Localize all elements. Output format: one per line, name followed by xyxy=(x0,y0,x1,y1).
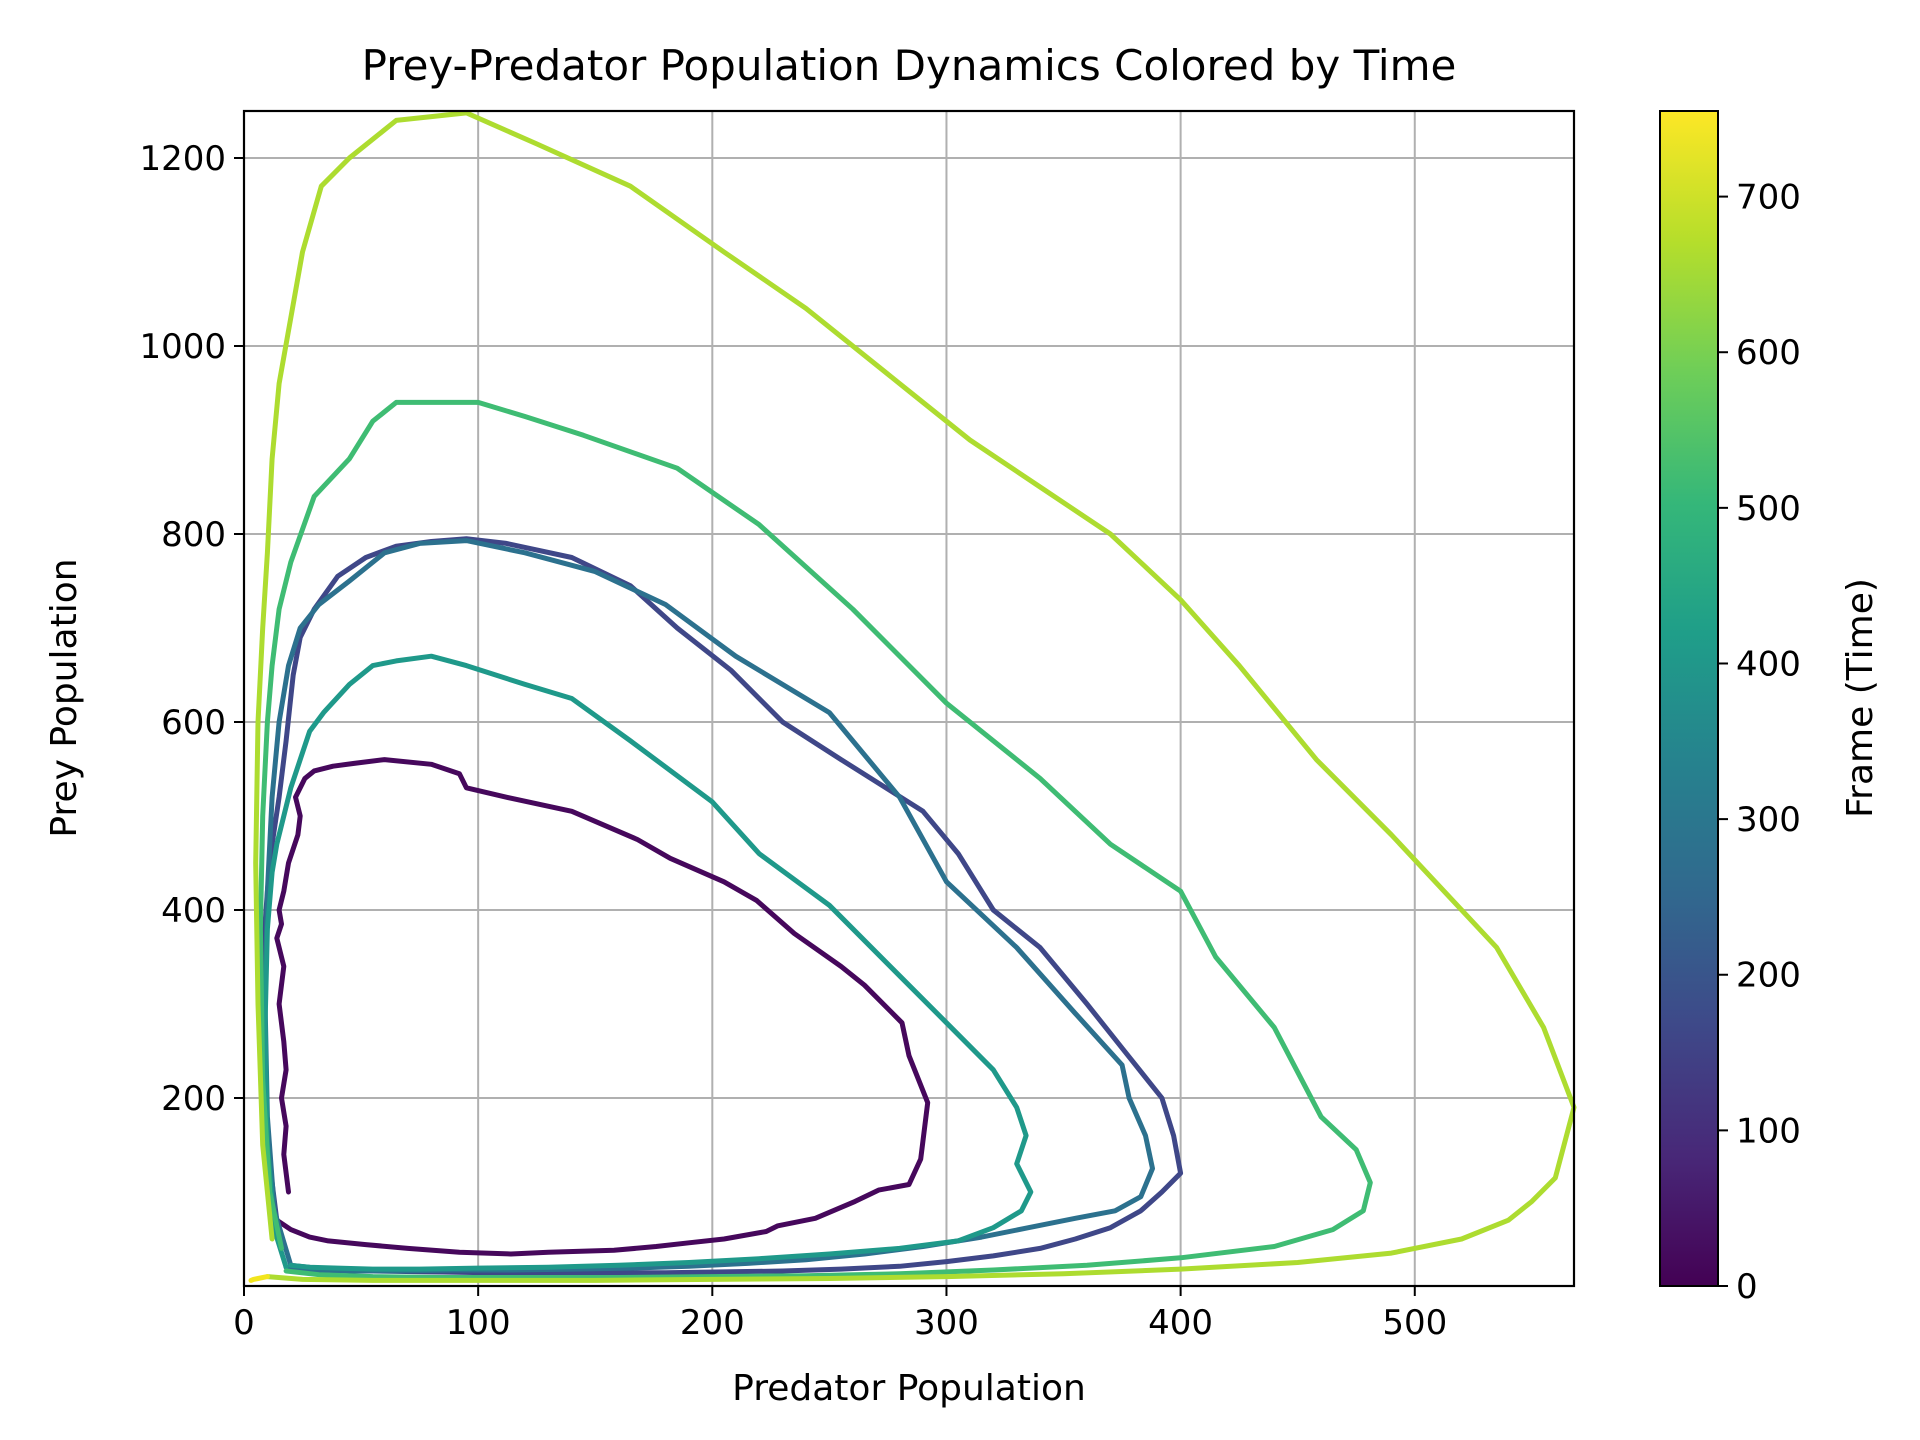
y-ticks: 200 400 600 800 1000 1200 xyxy=(139,139,244,1119)
grid xyxy=(244,111,1574,1286)
colorbar-tick-label: 200 xyxy=(1736,956,1801,996)
y-axis-label: Prey Population xyxy=(44,558,85,837)
chart-title: Prey-Predator Population Dynamics Colore… xyxy=(362,41,1457,90)
plot-frame xyxy=(242,109,1576,1288)
trajectory-line xyxy=(262,653,1034,1272)
colorbar-ticks: 0 100 200 300 400 500 600 700 xyxy=(1718,178,1801,1307)
colorbar-tick-label: 300 xyxy=(1736,800,1801,840)
y-tick-label: 1200 xyxy=(139,139,226,179)
y-tick-label: 1000 xyxy=(139,327,226,367)
trajectory-line xyxy=(262,538,1155,1274)
y-tick-label: 800 xyxy=(161,515,226,555)
trajectory-line xyxy=(260,536,1184,1276)
x-axis-label: Predator Population xyxy=(732,1368,1086,1409)
x-tick-label: 200 xyxy=(680,1303,745,1343)
series-layer xyxy=(248,110,1577,1283)
trajectory-line xyxy=(248,1274,270,1283)
colorbar-tick-label: 700 xyxy=(1736,178,1801,218)
x-tick-label: 400 xyxy=(1148,1303,1213,1343)
colorbar-tick-label: 500 xyxy=(1736,489,1801,529)
colorbar-tick-label: 400 xyxy=(1736,644,1801,684)
x-tick-label: 300 xyxy=(914,1303,979,1343)
x-tick-label: 100 xyxy=(446,1303,511,1343)
trajectory-line xyxy=(253,110,1577,1283)
x-ticks: 0 100 200 300 400 500 xyxy=(233,1286,1447,1343)
colorbar-tick-label: 600 xyxy=(1736,333,1801,373)
colorbar xyxy=(1659,110,1719,1287)
x-tick-label: 0 xyxy=(233,1303,255,1343)
trajectory-line xyxy=(257,399,1373,1280)
colorbar-label: Frame (Time) xyxy=(1840,578,1881,818)
colorbar-tick-label: 0 xyxy=(1736,1267,1758,1307)
x-tick-label: 500 xyxy=(1382,1303,1447,1343)
trajectory-line xyxy=(274,757,931,1257)
y-tick-label: 400 xyxy=(161,891,226,931)
y-tick-label: 600 xyxy=(161,703,226,743)
colorbar-tick-label: 100 xyxy=(1736,1111,1801,1151)
y-tick-label: 200 xyxy=(161,1079,226,1119)
